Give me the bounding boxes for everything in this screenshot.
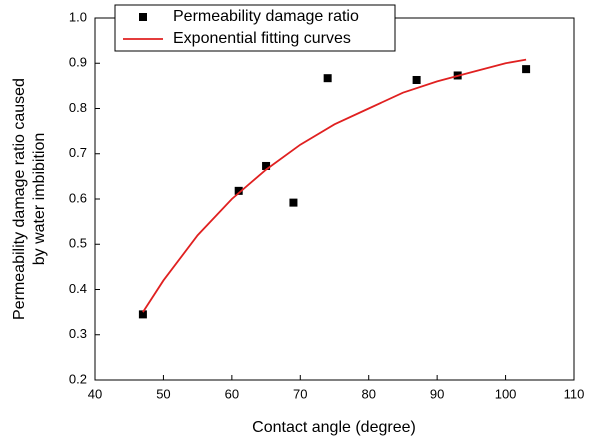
y-tick-label: 0.8 (69, 100, 87, 115)
legend-box (114, 4, 396, 52)
x-tick-label: 60 (225, 386, 239, 401)
y-axis-title: Permeability damage ratio caused (11, 78, 28, 320)
data-point (323, 74, 332, 83)
legend-label: Permeability damage ratio (173, 8, 359, 25)
legend-label: Exponential fitting curves (173, 30, 351, 47)
y-tick-label: 0.4 (69, 281, 87, 296)
data-point (522, 65, 531, 74)
y-tick-label: 0.5 (69, 236, 87, 251)
y-tick-label: 0.2 (69, 371, 87, 386)
x-tick-label: 90 (430, 386, 444, 401)
x-tick-label: 40 (88, 386, 102, 401)
data-point (234, 186, 243, 195)
x-tick-label: 100 (495, 386, 517, 401)
x-tick-label: 70 (293, 386, 307, 401)
x-tick-label: 110 (564, 386, 585, 401)
data-point (289, 198, 298, 207)
data-point (412, 75, 421, 84)
data-point (262, 161, 271, 170)
y-tick-label: 0.3 (69, 326, 87, 341)
fit-curve (142, 58, 527, 313)
y-tick-label: 0.9 (69, 55, 87, 70)
x-tick-label: 50 (156, 386, 170, 401)
y-axis-title: by water imbibition (31, 133, 48, 266)
x-axis-title: Contact angle (degree) (252, 419, 416, 436)
plot-frame (94, 17, 575, 381)
y-tick-label: 0.7 (69, 145, 87, 160)
data-point (138, 310, 147, 319)
x-tick-label: 80 (361, 386, 375, 401)
y-tick-label: 0.6 (69, 190, 87, 205)
y-tick-label: 1.0 (69, 9, 87, 24)
legend-marker (139, 13, 147, 21)
